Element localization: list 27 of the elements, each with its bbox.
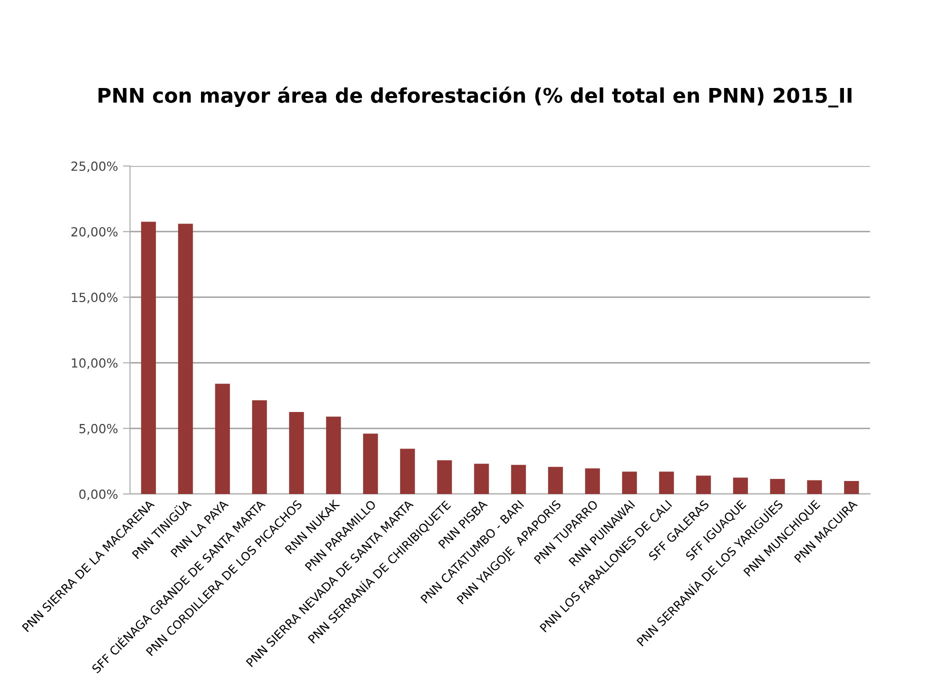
bar: [437, 460, 452, 494]
bar: [474, 464, 489, 494]
bar: [733, 478, 748, 494]
bar: [363, 434, 378, 494]
bar: [215, 384, 230, 494]
y-tick-label: 15,00%: [72, 292, 118, 304]
bar: [585, 468, 600, 494]
y-tick-label: 10,00%: [72, 358, 118, 369]
bar: [326, 416, 341, 494]
bar: [696, 476, 711, 494]
bar: [659, 472, 674, 494]
bar: [141, 222, 156, 494]
bar: [622, 472, 637, 494]
bar: [511, 464, 526, 494]
bar: [289, 412, 304, 494]
bar: [807, 480, 822, 494]
bar: [548, 466, 563, 494]
bar: [400, 448, 415, 494]
bar: [252, 400, 267, 494]
bar: [844, 481, 859, 494]
y-tick-label: 25,00%: [71, 161, 118, 172]
bar: [770, 478, 785, 494]
y-tick-label: 20,00%: [71, 227, 118, 238]
chart-title: PNN con mayor área de deforestación (% del total en PNN) 2015_II: [98, 86, 852, 108]
y-tick-label: 0,00%: [79, 489, 118, 500]
bar: [178, 224, 193, 494]
y-tick-label: 5,00%: [79, 424, 118, 435]
